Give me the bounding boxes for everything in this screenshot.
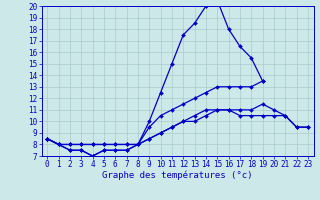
X-axis label: Graphe des températures (°c): Graphe des températures (°c) — [102, 171, 253, 180]
